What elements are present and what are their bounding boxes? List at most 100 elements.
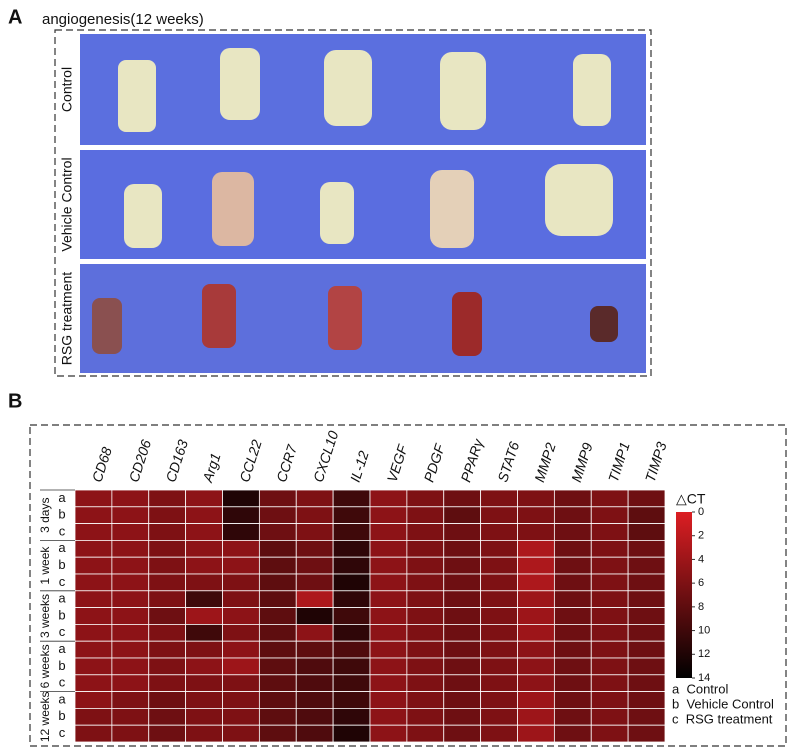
heat-cell — [148, 573, 187, 592]
legend-entry: c RSG treatment — [672, 711, 773, 726]
column-label: CD163 — [162, 437, 191, 484]
heat-cell — [443, 691, 482, 709]
heat-cell — [443, 724, 482, 743]
heat-cell — [480, 724, 518, 743]
sample — [212, 172, 254, 246]
row-letter: c — [59, 725, 66, 740]
column-label: PPARγ — [457, 436, 486, 484]
column-label: TIMP3 — [642, 440, 670, 484]
column-label: STAT6 — [494, 439, 522, 484]
heat-cell — [111, 691, 150, 709]
heat-cell — [517, 691, 555, 709]
heat-cell — [74, 640, 113, 659]
heat-cell — [111, 640, 150, 659]
colorbar — [676, 512, 692, 678]
heat-cell — [148, 674, 187, 692]
heat-cell — [295, 691, 334, 709]
heat-cell — [590, 691, 629, 709]
heat-cell — [443, 640, 482, 659]
heat-cell — [553, 523, 592, 541]
heat-cell — [590, 523, 629, 541]
heat-cell — [406, 523, 445, 541]
heat-cell — [480, 489, 518, 508]
heat-cell — [517, 674, 555, 692]
heat-cell — [148, 607, 187, 625]
heat-cell — [148, 523, 187, 541]
heat-cell — [148, 624, 187, 642]
heat-cell — [185, 624, 223, 642]
sample — [202, 284, 236, 348]
heat-cell — [185, 607, 223, 625]
heat-cell — [627, 556, 666, 575]
heat-cell — [185, 540, 223, 558]
heat-cell — [406, 573, 445, 592]
legend-entry: b Vehicle Control — [672, 696, 774, 711]
row-letter: b — [58, 507, 65, 522]
heat-cell — [627, 691, 666, 709]
sample — [328, 286, 362, 350]
heat-cell — [258, 624, 297, 642]
photo — [80, 264, 646, 373]
heat-cell — [369, 708, 408, 726]
panel-frame — [29, 424, 787, 747]
panel-label: B — [8, 390, 22, 412]
heat-cell — [185, 691, 223, 709]
row-letter: a — [58, 641, 66, 656]
heat-cell — [111, 708, 150, 726]
heat-cell — [590, 556, 629, 575]
heat-cell — [406, 624, 445, 642]
heat-cell — [406, 708, 445, 726]
heat-cell — [627, 724, 666, 743]
heat-cell — [258, 590, 297, 608]
samples — [92, 48, 618, 356]
heat-cell — [517, 506, 555, 524]
heat-cell — [74, 691, 113, 709]
heat-cell — [258, 691, 297, 709]
heat-cell — [517, 540, 555, 558]
heat-cell — [111, 556, 150, 575]
sample — [440, 52, 486, 130]
heat-cell — [74, 724, 113, 743]
heat-cell — [111, 624, 150, 642]
heat-cell — [74, 489, 113, 508]
heat-cell — [406, 556, 445, 575]
heat-cell — [148, 640, 187, 659]
heat-cell — [590, 540, 629, 558]
heat-cell — [480, 573, 518, 592]
heat-cell — [406, 590, 445, 608]
heat-cell — [332, 489, 371, 508]
column-label: IL-12 — [347, 449, 372, 484]
column-label: MMP9 — [568, 440, 596, 484]
heat-cell — [553, 691, 592, 709]
heat-cell — [553, 540, 592, 558]
heat-cell — [258, 724, 297, 743]
heat-cell — [258, 573, 297, 592]
heat-cell — [332, 590, 371, 608]
heat-cell — [553, 657, 592, 676]
heat-cell — [74, 540, 113, 558]
row-label: Control — [59, 67, 75, 112]
heat-cell — [332, 674, 371, 692]
sample — [545, 164, 613, 236]
sample — [220, 48, 260, 120]
heat-cell — [480, 506, 518, 524]
heat-cell — [369, 691, 408, 709]
column-label: TIMP1 — [605, 440, 633, 484]
heat-cell — [74, 573, 113, 592]
heat-cell — [480, 674, 518, 692]
heat-cell — [369, 573, 408, 592]
heat-cell — [332, 556, 371, 575]
heat-cell — [369, 556, 408, 575]
heat-cell — [185, 573, 223, 592]
heat-cell — [590, 674, 629, 692]
heat-cell — [148, 691, 187, 709]
heat-cell — [258, 556, 297, 575]
heat-cell — [553, 489, 592, 508]
heat-cell — [590, 573, 629, 592]
colorbar-tick-label: 8 — [698, 601, 704, 613]
heat-cell — [295, 674, 334, 692]
column-label: Arg1 — [199, 451, 224, 485]
heat-cell — [185, 640, 223, 659]
heat-cell — [74, 556, 113, 575]
